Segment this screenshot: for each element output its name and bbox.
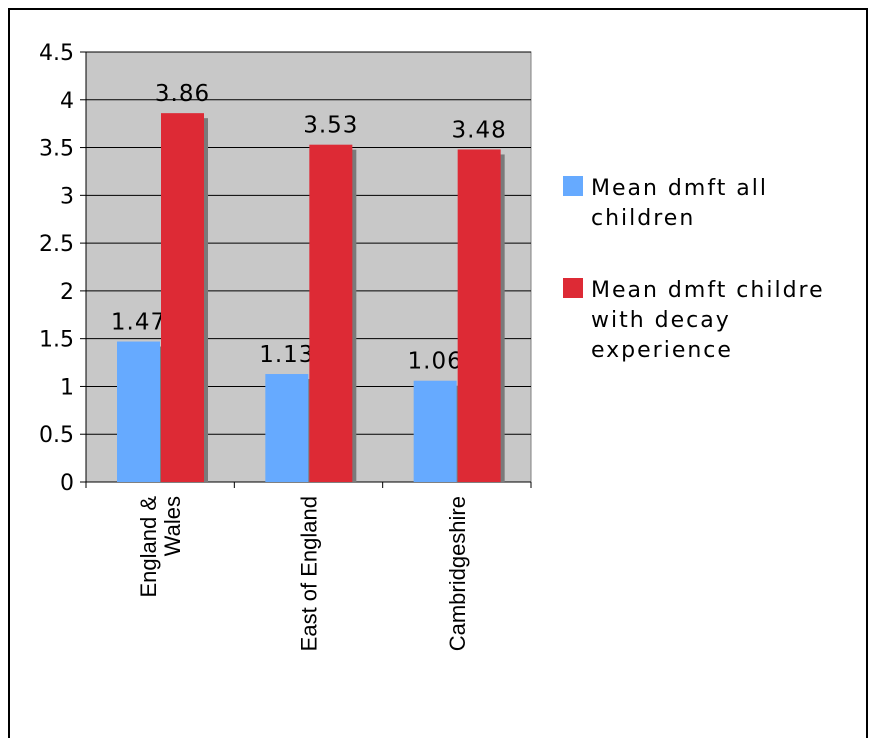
y-tick-label: 3 — [60, 184, 74, 209]
y-tick-label: 4 — [60, 89, 74, 114]
bar-0-1 — [265, 374, 309, 482]
legend-entry: Mean dmft childre with decay experience — [591, 278, 825, 363]
y-tick-label: 4.5 — [39, 41, 74, 66]
y-tick-label: 2 — [60, 280, 74, 305]
data-label: 1.06 — [408, 349, 463, 375]
data-label: 3.53 — [303, 113, 358, 139]
category-label: East of England — [297, 496, 322, 651]
y-tick-label: 3.5 — [39, 137, 74, 162]
bar-0-2 — [413, 380, 457, 482]
data-label: 1.47 — [111, 310, 166, 336]
legend-entry: Mean dmft all children — [591, 176, 768, 231]
y-tick-label: 1 — [60, 375, 74, 400]
bar-1-1 — [309, 144, 353, 482]
data-label: 3.86 — [155, 81, 210, 107]
legend-swatch — [563, 278, 583, 298]
legend-swatch — [563, 176, 583, 196]
y-tick-label: 0.5 — [39, 423, 74, 448]
y-tick-label: 2.5 — [39, 232, 74, 257]
data-label: 1.13 — [259, 342, 314, 368]
y-tick-label: 1.5 — [39, 328, 74, 353]
bar-1-0 — [161, 113, 204, 483]
bar-0-0 — [117, 341, 160, 482]
category-label: Cambridgeshire — [445, 496, 470, 651]
data-label: 3.48 — [452, 117, 507, 143]
category-label: England &Wales — [136, 496, 185, 598]
bar-1-2 — [457, 149, 501, 482]
y-tick-label: 0 — [60, 471, 74, 496]
